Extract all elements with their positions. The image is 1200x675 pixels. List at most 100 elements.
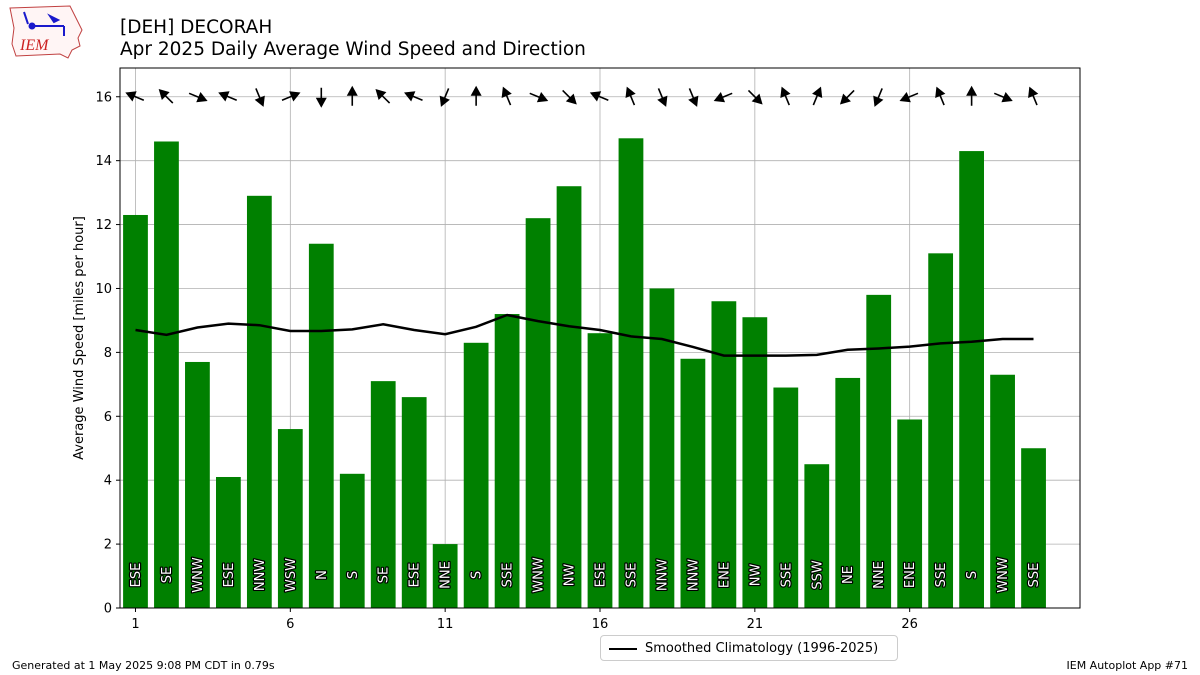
wind-arrow bbox=[899, 92, 919, 103]
legend-line-swatch bbox=[609, 648, 637, 650]
wind-arrow bbox=[839, 89, 855, 105]
arrow-head bbox=[404, 91, 416, 102]
arrow-head bbox=[657, 95, 668, 107]
legend: Smoothed Climatology (1996-2025) bbox=[600, 635, 898, 661]
bar bbox=[959, 151, 984, 609]
bar bbox=[835, 377, 861, 608]
weather-station-icon bbox=[23, 11, 65, 36]
direction-label: SE bbox=[377, 567, 392, 583]
arrow-head bbox=[625, 86, 636, 98]
bar bbox=[618, 138, 644, 609]
arrow-shaft bbox=[845, 89, 855, 100]
arrow-head bbox=[315, 97, 327, 108]
direction-label: NW bbox=[748, 564, 763, 587]
bar bbox=[990, 374, 1015, 608]
direction-label: NE bbox=[841, 566, 856, 584]
direction-label: NNW bbox=[253, 559, 268, 591]
chart-title-description: Apr 2025 Daily Average Wind Speed and Di… bbox=[120, 39, 586, 60]
wind-arrow bbox=[713, 92, 733, 103]
logo-text: IEM bbox=[19, 37, 50, 54]
wind-arrow bbox=[188, 92, 208, 103]
wind-arrow bbox=[873, 88, 884, 107]
arrow-head bbox=[218, 91, 230, 102]
wind-arrow bbox=[439, 88, 450, 107]
y-tick-label: 16 bbox=[95, 90, 112, 105]
arrow-head bbox=[501, 86, 512, 98]
y-tick-label: 0 bbox=[104, 602, 112, 617]
direction-label: NW bbox=[563, 564, 578, 587]
y-tick-label: 2 bbox=[104, 538, 112, 553]
direction-label: SSE bbox=[501, 563, 516, 588]
wind-arrow bbox=[966, 85, 978, 106]
y-tick-label: 14 bbox=[95, 154, 112, 169]
bar bbox=[185, 361, 210, 608]
x-tick-label: 6 bbox=[286, 617, 294, 632]
bar bbox=[370, 381, 396, 608]
arrow-head bbox=[688, 95, 699, 107]
arrow-head bbox=[873, 95, 884, 107]
direction-label: ESE bbox=[408, 563, 423, 588]
direction-label: SSW bbox=[810, 560, 825, 590]
y-tick-label: 6 bbox=[104, 410, 112, 425]
y-axis-label: Average Wind Speed [miles per hour] bbox=[72, 216, 87, 460]
arrow-head bbox=[125, 91, 137, 102]
x-tick-label: 1 bbox=[131, 617, 139, 632]
bar bbox=[277, 429, 303, 608]
wind-arrow bbox=[562, 89, 577, 105]
direction-label: SSE bbox=[934, 563, 949, 588]
bar bbox=[773, 387, 799, 608]
arrow-head bbox=[536, 92, 549, 103]
iowa-outline bbox=[9, 5, 83, 59]
bar bbox=[680, 358, 706, 608]
chart-title-station: [DEH] DECORAH bbox=[120, 17, 273, 38]
bar bbox=[401, 397, 427, 608]
bar bbox=[494, 314, 520, 608]
y-tick-label: 8 bbox=[104, 346, 112, 361]
arrow-head bbox=[1028, 86, 1039, 98]
arrow-head bbox=[196, 92, 208, 103]
bar bbox=[1021, 448, 1046, 608]
wind-arrow bbox=[812, 86, 823, 106]
arrow-head bbox=[713, 92, 726, 103]
arrow-shaft bbox=[225, 94, 238, 101]
arrow-shaft bbox=[747, 89, 758, 100]
arrow-head bbox=[935, 86, 946, 98]
direction-label: ENE bbox=[903, 562, 918, 588]
arrow-head bbox=[158, 88, 170, 100]
arrow-head bbox=[780, 86, 791, 98]
bar bbox=[742, 317, 768, 608]
wind-arrow bbox=[625, 86, 636, 106]
bar bbox=[525, 218, 551, 608]
bar bbox=[804, 464, 830, 608]
bar bbox=[587, 333, 613, 608]
bar bbox=[308, 243, 334, 609]
direction-label: NNW bbox=[686, 559, 701, 591]
bar bbox=[216, 476, 241, 608]
direction-label: WNW bbox=[191, 557, 206, 593]
arrow-head bbox=[839, 93, 851, 105]
arrow-shaft bbox=[562, 89, 572, 100]
direction-label: NNE bbox=[872, 561, 887, 589]
direction-label: NNW bbox=[655, 559, 670, 591]
wind-arrow bbox=[501, 86, 512, 106]
direction-label: S bbox=[346, 571, 361, 579]
wind-arrow bbox=[375, 88, 391, 104]
arrow-head bbox=[751, 93, 763, 105]
wind-arrow bbox=[125, 91, 145, 102]
bar bbox=[432, 544, 458, 608]
arrow-head bbox=[470, 85, 482, 96]
direction-label: WNW bbox=[996, 557, 1011, 593]
direction-label: ESE bbox=[222, 563, 237, 588]
arrow-head bbox=[1001, 92, 1013, 103]
bars bbox=[123, 138, 1046, 609]
x-tick-label: 16 bbox=[592, 617, 609, 632]
wind-arrow bbox=[158, 88, 174, 104]
bar bbox=[463, 342, 489, 608]
wind-arrow bbox=[780, 86, 791, 106]
bar bbox=[866, 294, 892, 608]
x-tick-label: 21 bbox=[747, 617, 764, 632]
direction-label: S bbox=[470, 571, 485, 579]
wind-arrow bbox=[589, 91, 609, 102]
